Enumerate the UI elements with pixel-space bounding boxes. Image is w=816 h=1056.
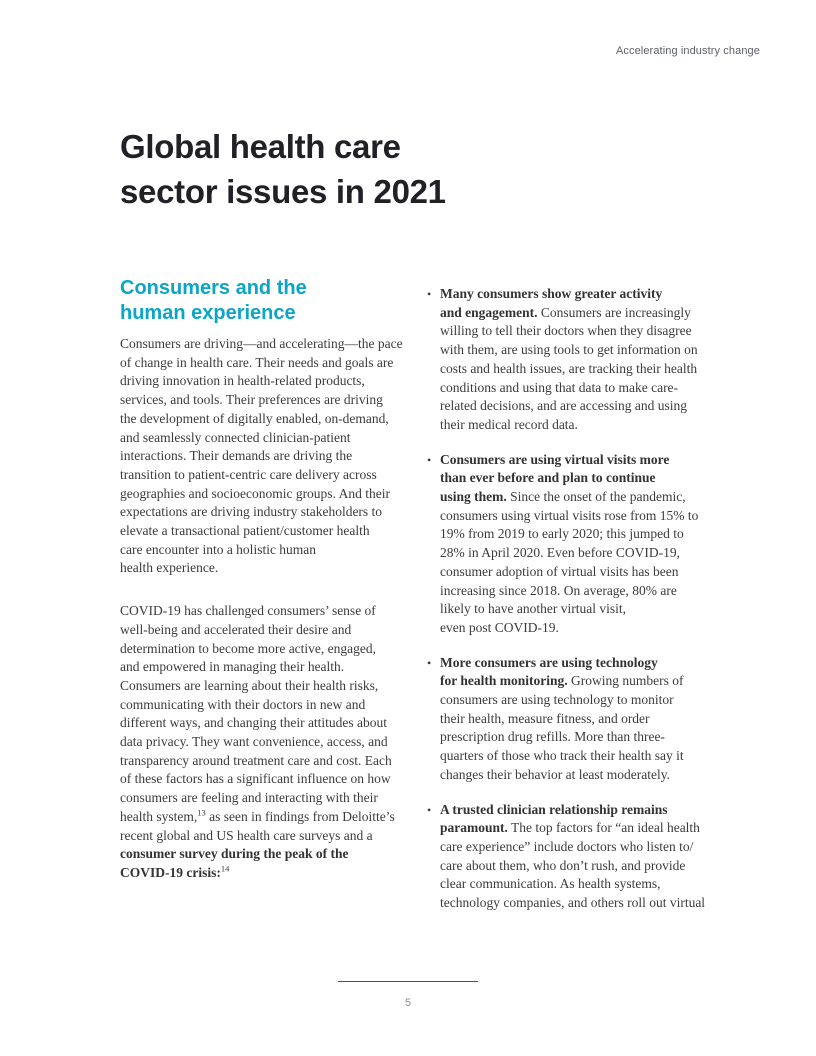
bullet-clinician-relationship: A trusted clinician relationship remains… bbox=[427, 801, 727, 913]
footnote-ref-14[interactable]: 14 bbox=[220, 863, 230, 874]
bullet-virtual-visits: Consumers are using virtual visits more … bbox=[427, 451, 727, 638]
bullet-lead: Consumers are using virtual visits more … bbox=[440, 451, 670, 505]
page-number: 5 bbox=[404, 997, 412, 1009]
bullet-text: Growing numbers of consumers are using t… bbox=[440, 673, 684, 782]
running-header: Accelerating industry change bbox=[615, 45, 760, 57]
paragraph-covid-text-1: COVID-19 has challenged consumers’ sense… bbox=[120, 603, 392, 824]
bullet-lead: A trusted clinician relationship remains… bbox=[440, 801, 668, 836]
findings-bullet-list: Many consumers show greater activity and… bbox=[427, 285, 727, 913]
right-column: Many consumers show greater activity and… bbox=[427, 285, 727, 929]
section-heading: Consumers and the human experience bbox=[120, 277, 307, 324]
footer-divider bbox=[338, 981, 478, 982]
paragraph-covid-challenge: COVID-19 has challenged consumers’ sense… bbox=[120, 602, 430, 883]
bullet-text: Consumers are increasingly willing to te… bbox=[440, 304, 698, 432]
bullet-health-monitoring: More consumers are using technology for … bbox=[427, 654, 727, 785]
left-column: Consumers and the human experience Consu… bbox=[120, 276, 430, 883]
paragraph-covid-text-2: as seen in findings from Deloitte’s rece… bbox=[120, 808, 395, 843]
bullet-text: The top factors for “an ideal health car… bbox=[440, 820, 706, 911]
bullet-lead: More consumers are using technology for … bbox=[440, 654, 658, 689]
footnote-ref-13[interactable]: 13 bbox=[197, 807, 206, 818]
consumer-survey-link[interactable]: consumer survey during the peak of the C… bbox=[120, 846, 349, 880]
bullet-text: Since the onset of the pandemic, consume… bbox=[440, 489, 699, 635]
bullet-greater-activity: Many consumers show greater activity and… bbox=[427, 285, 727, 435]
page-title: Global health care sector issues in 2021 bbox=[120, 128, 446, 211]
bullet-lead: Many consumers show greater activity and… bbox=[440, 286, 663, 320]
paragraph-consumers-driving: Consumers are driving—and accelerating—t… bbox=[120, 336, 403, 576]
